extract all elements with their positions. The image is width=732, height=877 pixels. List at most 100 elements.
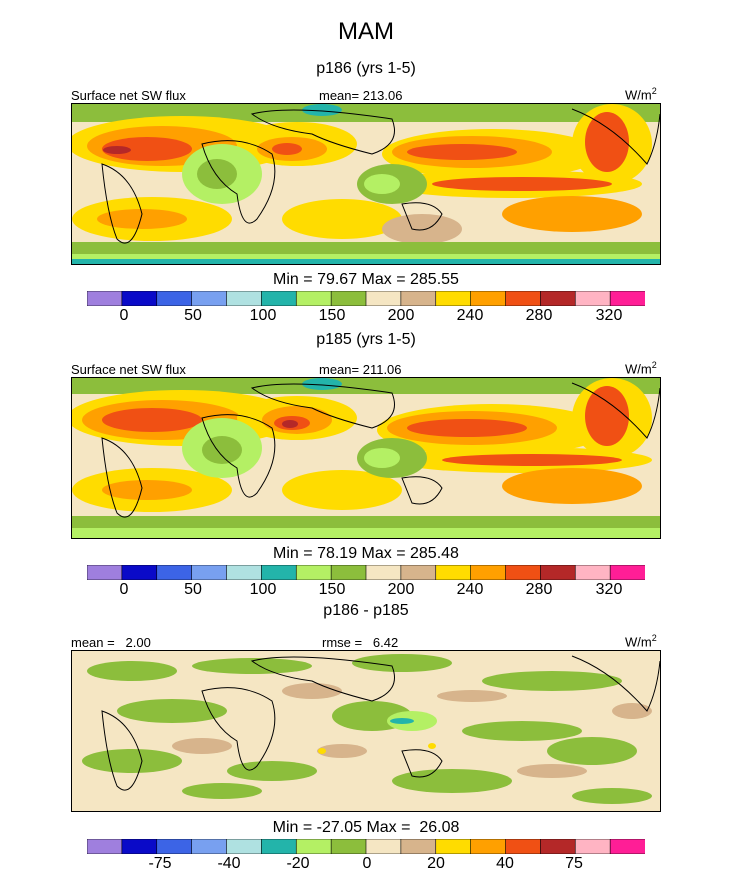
- colorbar-swatch: [400, 565, 437, 580]
- colorbar-swatch: [470, 565, 507, 580]
- colorbar-swatch: [609, 291, 645, 306]
- panel-2-minmax: Min = 78.19 Max = 285.48: [273, 545, 459, 562]
- panel-1-colorbar-svg: [87, 291, 645, 306]
- colorbar-swatch: [156, 291, 193, 306]
- units-exponent: 2: [651, 360, 657, 370]
- colorbar-swatch: [226, 565, 262, 580]
- colorbar-swatch: [435, 565, 472, 580]
- panel-1-map-svg: [72, 104, 660, 264]
- panel-3-colorbar-svg: [87, 839, 645, 854]
- panel-1-tick: 100: [249, 307, 277, 324]
- colorbar-swatch: [330, 839, 367, 854]
- panel-3-tick: -40: [217, 855, 241, 872]
- panel-1-subtitle: p186 (yrs 1-5): [316, 60, 416, 77]
- colorbar-swatch: [87, 839, 123, 854]
- units-base: W/m: [625, 634, 652, 650]
- colorbar-swatch: [365, 291, 402, 306]
- colorbar-swatch: [574, 839, 611, 854]
- colorbar-swatch: [295, 291, 332, 306]
- panel-2-tick: 200: [387, 581, 415, 598]
- colorbar-swatch: [540, 565, 576, 580]
- panel-3-units: W/m2: [625, 633, 657, 649]
- colorbar-swatch: [156, 839, 193, 854]
- colorbar-swatch: [156, 565, 193, 580]
- colorbar-swatch: [121, 839, 158, 854]
- panel-3-subtitle: p186 - p185: [323, 602, 409, 619]
- panel-2-tick: 280: [525, 581, 553, 598]
- colorbar-swatch: [226, 291, 262, 306]
- colorbar-swatch: [435, 839, 472, 854]
- colorbar-swatch: [295, 565, 332, 580]
- colorbar-swatch: [87, 291, 123, 306]
- panel-1-tick: 0: [119, 307, 129, 324]
- panel-2-left-label: Surface net SW flux: [71, 362, 186, 377]
- colorbar-swatch: [540, 839, 576, 854]
- panel-2-map-svg: [72, 378, 660, 538]
- panel-1-mean-label: mean= 213.06: [319, 88, 403, 103]
- panel-1-tick: 150: [318, 307, 346, 324]
- panel-3-tick: 40: [496, 855, 514, 872]
- panel-2-tick: 100: [249, 581, 277, 598]
- colorbar-swatch: [609, 565, 645, 580]
- panel-1-tick: 240: [456, 307, 484, 324]
- panel-3-tick: 75: [565, 855, 583, 872]
- panel-2-tick: 320: [595, 581, 623, 598]
- page-title: MAM: [338, 18, 394, 45]
- colorbar-swatch: [609, 839, 645, 854]
- panel-2-tick: 240: [456, 581, 484, 598]
- panel-2-colorbar: [87, 565, 645, 580]
- panel-1-tick: 280: [525, 307, 553, 324]
- panel-1-tick: 320: [595, 307, 623, 324]
- colorbar-swatch: [226, 839, 262, 854]
- panel-2-mean-label: mean= 211.06: [319, 362, 402, 377]
- panel-2-tick: 50: [184, 581, 202, 598]
- units-base: W/m: [625, 361, 652, 377]
- panel-3-map-svg: [72, 651, 660, 811]
- panel-3-minmax: Min = -27.05 Max = 26.08: [272, 819, 460, 836]
- colorbar-swatch: [191, 291, 228, 306]
- panel-1-tick: 50: [184, 307, 202, 324]
- colorbar-swatch: [261, 291, 297, 306]
- panel-3-mean-label: mean = 2.00: [71, 635, 151, 650]
- colorbar-swatch: [191, 839, 228, 854]
- panel-3-map: [71, 650, 661, 812]
- panel-2-subtitle: p185 (yrs 1-5): [316, 331, 416, 348]
- panel-1-map: [71, 103, 661, 265]
- colorbar-swatch: [470, 291, 507, 306]
- panel-1-units: W/m2: [625, 86, 657, 102]
- colorbar-swatch: [400, 291, 437, 306]
- colorbar-swatch: [435, 291, 472, 306]
- colorbar-swatch: [574, 291, 611, 306]
- colorbar-swatch: [121, 291, 158, 306]
- panel-3-tick: 0: [362, 855, 372, 872]
- panel-1-minmax: Min = 79.67 Max = 285.55: [273, 271, 459, 288]
- panel-2-tick: 0: [119, 581, 129, 598]
- panel-3-tick: -75: [148, 855, 172, 872]
- colorbar-swatch: [505, 839, 541, 854]
- colorbar-swatch: [261, 839, 297, 854]
- colorbar-swatch: [470, 839, 507, 854]
- colorbar-swatch: [330, 565, 367, 580]
- panel-3-tick: 20: [427, 855, 445, 872]
- panel-2-tick: 150: [318, 581, 346, 598]
- units-exponent: 2: [651, 86, 657, 96]
- panel-1-left-label: Surface net SW flux: [71, 88, 186, 103]
- colorbar-swatch: [540, 291, 576, 306]
- colorbar-swatch: [574, 565, 611, 580]
- colorbar-swatch: [87, 565, 123, 580]
- panel-1-tick: 200: [387, 307, 415, 324]
- colorbar-swatch: [400, 839, 437, 854]
- panel-3-tick: -20: [286, 855, 310, 872]
- panel-3-colorbar: [87, 839, 645, 854]
- panel-3-rmse-label: rmse = 6.42: [322, 635, 399, 650]
- colorbar-swatch: [330, 291, 367, 306]
- colorbar-swatch: [505, 565, 541, 580]
- units-exponent: 2: [651, 633, 657, 643]
- colorbar-swatch: [505, 291, 541, 306]
- units-base: W/m: [625, 87, 652, 103]
- colorbar-swatch: [191, 565, 228, 580]
- colorbar-swatch: [365, 565, 402, 580]
- colorbar-swatch: [121, 565, 158, 580]
- colorbar-swatch: [261, 565, 297, 580]
- colorbar-swatch: [295, 839, 332, 854]
